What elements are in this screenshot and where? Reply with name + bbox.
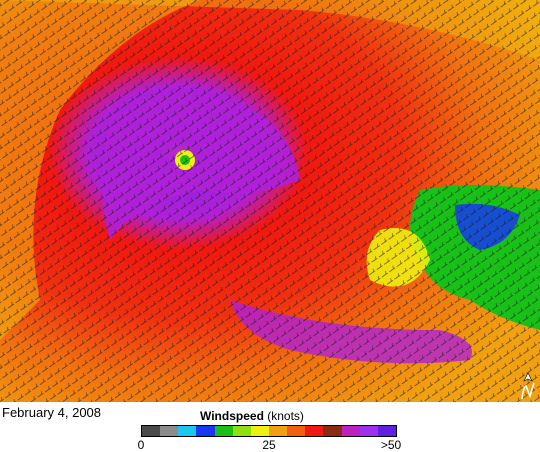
legend-title: Windspeed (knots) (200, 409, 304, 423)
legend-swatch-11 (341, 426, 360, 436)
legend-swatch-1 (160, 426, 179, 436)
legend-title-units: (knots) (267, 409, 304, 423)
legend-title-bold: Windspeed (200, 409, 264, 423)
north-arrow-icon (521, 372, 535, 400)
legend-swatch-4 (214, 426, 233, 436)
windspeed-map (0, 0, 540, 402)
legend-tick-25: 25 (262, 438, 276, 452)
legend-tick-0: 0 (137, 438, 145, 452)
legend-swatch-3 (196, 426, 215, 436)
wind-barbs-overlay (0, 0, 540, 402)
legend-tick-max: >50 (380, 438, 402, 452)
legend-swatch-5 (232, 426, 251, 436)
legend-swatch-13 (377, 426, 396, 436)
legend-swatch-7 (268, 426, 288, 436)
legend-swatch-6 (250, 426, 269, 436)
legend-swatch-2 (178, 426, 197, 436)
legend-swatch-12 (359, 426, 378, 436)
date-label: February 4, 2008 (2, 405, 102, 420)
legend-color-bar (141, 425, 397, 437)
legend-swatch-8 (287, 426, 306, 436)
legend-swatch-9 (305, 426, 324, 436)
legend-swatch-10 (323, 426, 342, 436)
legend-swatch-0 (142, 426, 161, 436)
